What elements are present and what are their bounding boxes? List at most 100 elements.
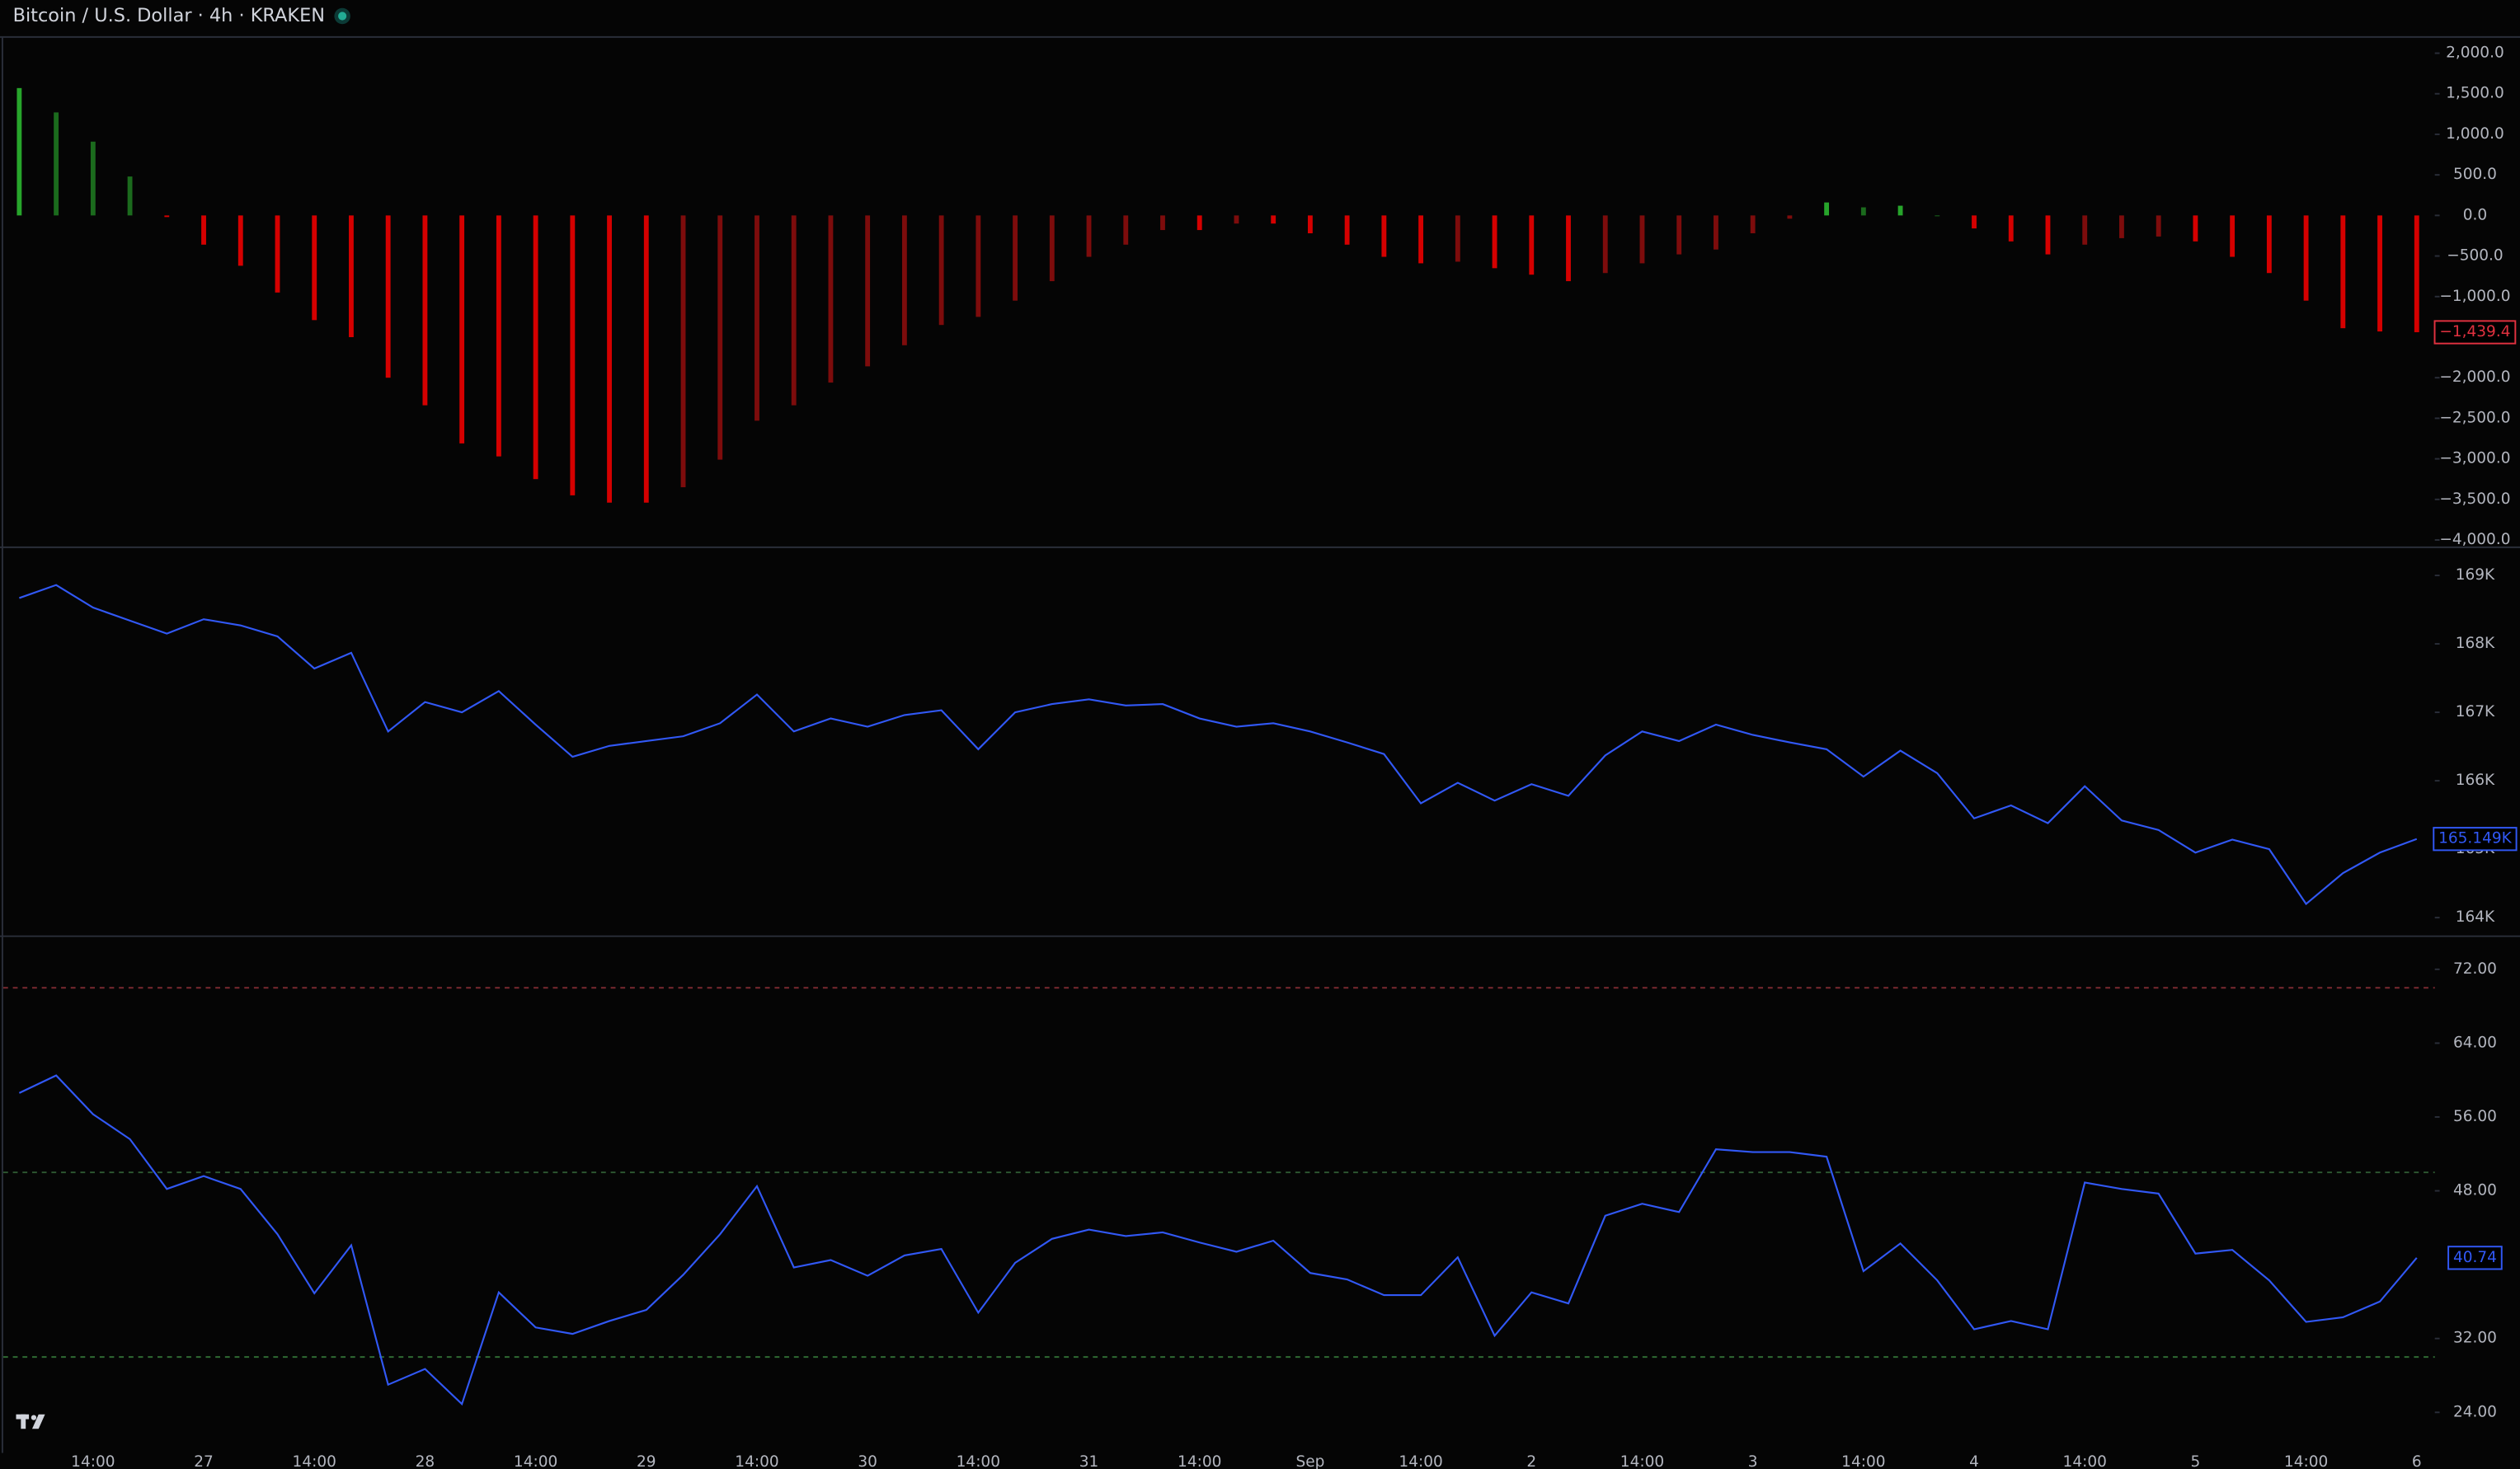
histogram-bar [1787, 215, 1793, 219]
histogram-bar [1307, 215, 1313, 234]
y-tick-label: −2,000.0 [2439, 368, 2510, 386]
x-tick-label: 14:00 [514, 1453, 557, 1469]
x-tick-label: 14:00 [735, 1453, 778, 1469]
y-tick-label: −3,500.0 [2439, 490, 2510, 508]
x-tick-label: Sep [1295, 1453, 1324, 1469]
histogram-bar [1344, 215, 1350, 245]
histogram-bar [1714, 215, 1718, 250]
histogram-bar [2008, 215, 2014, 242]
x-tick-label: 27 [194, 1453, 214, 1469]
histogram-bar [1935, 215, 1940, 217]
y-tick-label: 72.00 [2453, 960, 2497, 978]
y-tick-label: 48.00 [2453, 1182, 2497, 1199]
histogram-bar [164, 215, 170, 218]
x-tick-label: 30 [858, 1453, 877, 1469]
line-series [19, 584, 2418, 906]
histogram-bar [1492, 215, 1497, 269]
y-tick-label: 168K [2456, 635, 2495, 652]
y-tick-label: −1,000.0 [2439, 288, 2510, 305]
histogram-bar [2156, 215, 2161, 237]
histogram-bar [1271, 215, 1276, 224]
histogram-bar [1086, 215, 1092, 257]
histogram-bar [349, 215, 354, 337]
histogram-bar [1418, 215, 1424, 264]
histogram-bar [1381, 215, 1387, 257]
histogram-bar [2340, 215, 2346, 329]
x-tick-label: 5 [2191, 1453, 2201, 1469]
histogram-bar [2230, 215, 2236, 257]
y-tick-label: 32.00 [2453, 1330, 2497, 1347]
histogram-bar [1639, 215, 1645, 264]
y-tick-label: 64.00 [2453, 1034, 2497, 1051]
y-tick-label: −500.0 [2447, 247, 2503, 265]
x-tick-label: 14:00 [1178, 1453, 1221, 1469]
histogram-bar [2193, 215, 2198, 242]
histogram-bar [1566, 215, 1571, 282]
x-tick-label: 14:00 [2284, 1453, 2328, 1469]
histogram-bar [275, 215, 280, 293]
histogram-bar [976, 215, 981, 317]
histogram-bar [643, 215, 649, 503]
histogram-bar [54, 112, 59, 216]
y-tick-label: −2,500.0 [2439, 409, 2510, 426]
y-tick-label: 1,000.0 [2446, 125, 2504, 143]
x-tick-label: 28 [416, 1453, 435, 1469]
histogram-bar [1676, 215, 1682, 255]
histogram-bar [1160, 215, 1165, 231]
histogram-bar [1824, 202, 1830, 216]
status-dot-core [338, 12, 347, 21]
histogram-bar [717, 215, 723, 460]
histogram-bar [2303, 215, 2309, 301]
histogram-bar [1529, 215, 1535, 275]
histogram-bar [2377, 215, 2382, 332]
histogram-bar [1860, 207, 1866, 216]
y-tick-label: 1,500.0 [2446, 85, 2504, 102]
last-value-label: 165.149K [2438, 830, 2512, 847]
histogram-bar [570, 215, 576, 495]
x-tick-label: 3 [1748, 1453, 1758, 1469]
histogram-bar [1234, 215, 1239, 224]
histogram-bar [2119, 215, 2124, 238]
histogram-bar [938, 215, 944, 326]
x-tick-label: 14:00 [957, 1453, 1000, 1469]
x-tick-label: 6 [2412, 1453, 2422, 1469]
symbol-title[interactable]: Bitcoin / U.S. Dollar · 4h · KRAKEN [13, 5, 325, 26]
x-tick-label: 31 [1079, 1453, 1099, 1469]
histogram-bar [1123, 215, 1129, 245]
tv-logo [16, 1414, 45, 1429]
histogram-bar [237, 215, 243, 266]
histogram-bar [1013, 215, 1018, 301]
histogram-bar [496, 215, 501, 457]
histogram-bar [459, 215, 465, 444]
y-tick-label: 2,000.0 [2446, 45, 2504, 62]
line-series [18, 1074, 2418, 1406]
histogram-bar [865, 215, 871, 367]
histogram-bar [127, 176, 133, 216]
histogram-bar [2082, 215, 2088, 245]
histogram-bar [1897, 205, 1903, 216]
x-tick-label: 14:00 [71, 1453, 115, 1469]
histogram-bar [533, 215, 538, 480]
histogram-bar [201, 215, 206, 245]
x-tick-label: 29 [637, 1453, 656, 1469]
histogram-bar [755, 215, 759, 421]
x-tick-label: 14:00 [1399, 1453, 1442, 1469]
y-tick-label: 167K [2456, 703, 2495, 720]
histogram-bar [90, 141, 96, 216]
histogram-bar [791, 215, 797, 406]
y-tick-label: 56.00 [2453, 1108, 2497, 1125]
last-value-label: −1,439.4 [2439, 323, 2510, 340]
y-tick-label: 24.00 [2453, 1403, 2497, 1420]
last-value-badge [2433, 827, 2518, 852]
histogram-bar [1750, 215, 1756, 234]
y-tick-label: 164K [2456, 908, 2495, 926]
histogram-bar [1455, 215, 1460, 262]
last-value-badge [2433, 320, 2517, 345]
histogram-bar [1197, 215, 1202, 231]
histogram-bar [312, 215, 317, 321]
histogram-bar [680, 215, 686, 488]
y-tick-label: 166K [2456, 772, 2495, 789]
